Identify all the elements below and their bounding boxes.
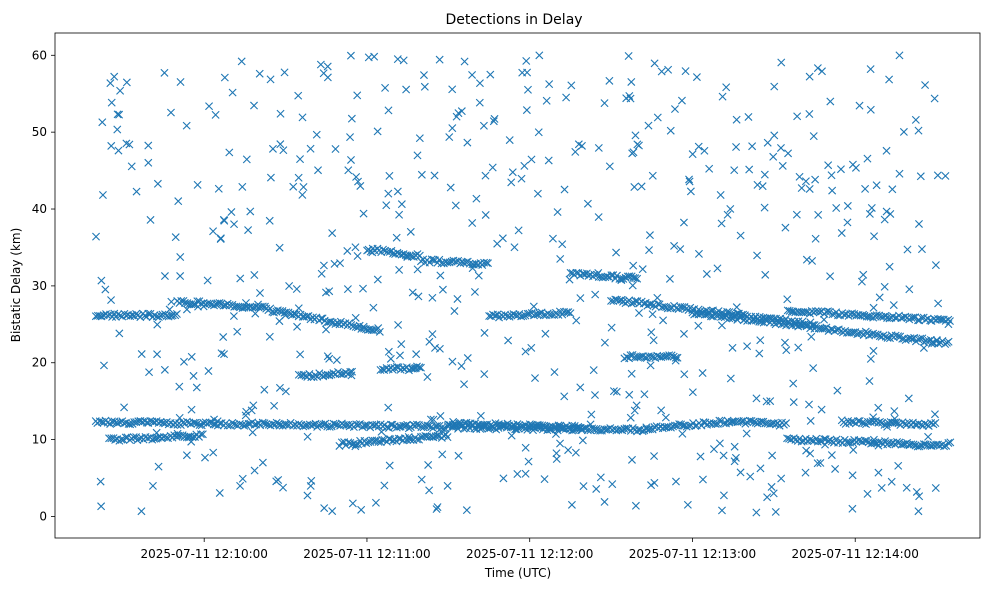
x-tick-label: 2025-07-11 12:10:00 xyxy=(140,547,267,561)
chart-title: Detections in Delay xyxy=(445,12,582,28)
x-axis-label: Time (UTC) xyxy=(484,566,551,580)
y-tick-label: 0 xyxy=(39,509,47,523)
y-tick-label: 60 xyxy=(32,48,47,62)
y-tick-label: 40 xyxy=(32,202,47,216)
y-tick-label: 20 xyxy=(32,356,47,370)
y-tick-label: 30 xyxy=(32,279,47,293)
x-tick-label: 2025-07-11 12:12:00 xyxy=(466,547,593,561)
y-tick-label: 10 xyxy=(32,433,47,447)
y-tick-label: 50 xyxy=(32,125,47,139)
x-tick-label: 2025-07-11 12:14:00 xyxy=(791,547,918,561)
x-tick-label: 2025-07-11 12:13:00 xyxy=(629,547,756,561)
x-tick-label: 2025-07-11 12:11:00 xyxy=(303,547,430,561)
y-axis-label: Bistatic Delay (km) xyxy=(9,228,23,343)
